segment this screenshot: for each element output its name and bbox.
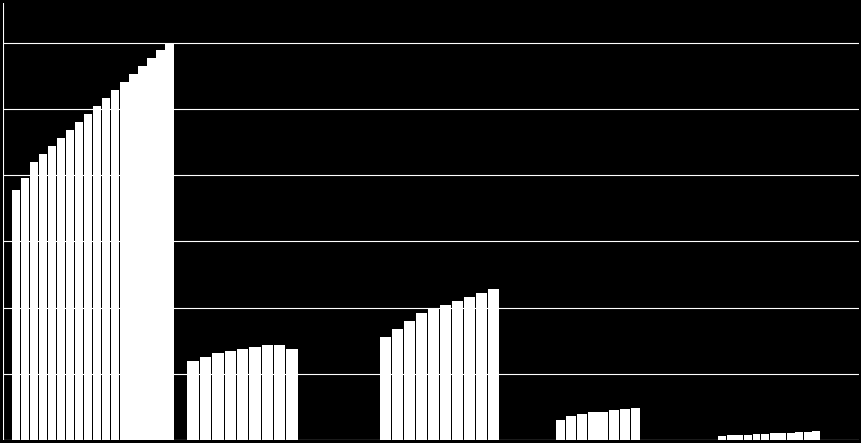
Bar <box>30 162 38 440</box>
Bar <box>487 289 499 440</box>
Bar <box>609 410 618 440</box>
Bar <box>212 353 223 440</box>
Bar <box>380 337 391 440</box>
Bar <box>439 305 450 440</box>
Bar <box>734 435 742 440</box>
Bar <box>102 98 110 440</box>
Bar <box>743 435 751 440</box>
Bar <box>760 434 768 440</box>
Bar <box>803 432 811 440</box>
Bar <box>138 66 146 440</box>
Bar <box>463 297 474 440</box>
Bar <box>812 431 820 440</box>
Bar <box>769 433 777 440</box>
Bar <box>619 409 629 440</box>
Bar <box>587 412 597 440</box>
Bar <box>566 416 575 440</box>
Bar <box>165 43 174 440</box>
Bar <box>786 433 794 440</box>
Bar <box>111 90 120 440</box>
Bar <box>120 82 128 440</box>
Bar <box>629 408 640 440</box>
Bar <box>274 345 285 440</box>
Bar <box>249 347 260 440</box>
Bar <box>286 349 297 440</box>
Bar <box>39 154 47 440</box>
Bar <box>428 309 438 440</box>
Bar <box>129 74 138 440</box>
Bar <box>726 435 734 440</box>
Bar <box>576 414 586 440</box>
Bar <box>200 357 211 440</box>
Bar <box>93 106 102 440</box>
Bar <box>48 146 56 440</box>
Bar <box>57 138 65 440</box>
Bar <box>75 122 84 440</box>
Bar <box>555 420 565 440</box>
Bar <box>717 436 725 440</box>
Bar <box>451 301 462 440</box>
Bar <box>404 321 415 440</box>
Bar <box>224 351 236 440</box>
Bar <box>598 412 608 440</box>
Bar <box>795 432 802 440</box>
Bar <box>777 433 785 440</box>
Bar <box>147 58 156 440</box>
Bar <box>21 178 29 440</box>
Bar <box>66 130 74 440</box>
Bar <box>752 434 759 440</box>
Bar <box>187 361 199 440</box>
Bar <box>416 313 426 440</box>
Bar <box>156 51 164 440</box>
Bar <box>237 349 248 440</box>
Bar <box>84 114 92 440</box>
Bar <box>262 345 273 440</box>
Bar <box>392 329 403 440</box>
Bar <box>12 190 20 440</box>
Bar <box>475 293 486 440</box>
